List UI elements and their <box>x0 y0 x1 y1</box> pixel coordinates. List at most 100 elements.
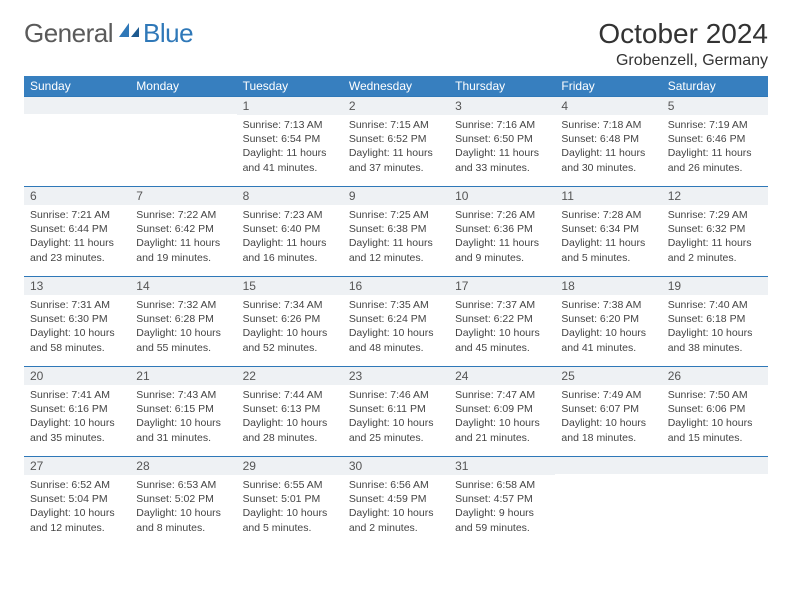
title-block: October 2024 Grobenzell, Germany <box>598 18 768 70</box>
day-content: Sunrise: 7:40 AMSunset: 6:18 PMDaylight:… <box>662 295 768 359</box>
day-content <box>662 474 768 481</box>
calendar-cell: 4Sunrise: 7:18 AMSunset: 6:48 PMDaylight… <box>555 96 661 186</box>
day-content: Sunrise: 7:34 AMSunset: 6:26 PMDaylight:… <box>237 295 343 359</box>
sunset-line: Sunset: 6:38 PM <box>349 222 443 236</box>
calendar-cell <box>24 96 130 186</box>
sunset-line: Sunset: 6:54 PM <box>243 132 337 146</box>
page: General Blue October 2024 Grobenzell, Ge… <box>0 0 792 612</box>
daylight-line: Daylight: 10 hours and 18 minutes. <box>561 416 655 444</box>
day-number: 25 <box>555 366 661 385</box>
day-content: Sunrise: 7:28 AMSunset: 6:34 PMDaylight:… <box>555 205 661 269</box>
calendar-cell: 14Sunrise: 7:32 AMSunset: 6:28 PMDayligh… <box>130 276 236 366</box>
sunset-line: Sunset: 6:42 PM <box>136 222 230 236</box>
calendar-cell: 30Sunrise: 6:56 AMSunset: 4:59 PMDayligh… <box>343 456 449 546</box>
sunrise-line: Sunrise: 7:50 AM <box>668 388 762 402</box>
sunrise-line: Sunrise: 7:49 AM <box>561 388 655 402</box>
logo-text-blue: Blue <box>143 18 193 49</box>
day-number: 3 <box>449 96 555 115</box>
day-content: Sunrise: 7:29 AMSunset: 6:32 PMDaylight:… <box>662 205 768 269</box>
sunrise-line: Sunrise: 7:46 AM <box>349 388 443 402</box>
daylight-line: Daylight: 11 hours and 19 minutes. <box>136 236 230 264</box>
day-number: 14 <box>130 276 236 295</box>
day-number <box>555 456 661 474</box>
daylight-line: Daylight: 11 hours and 23 minutes. <box>30 236 124 264</box>
calendar-cell: 3Sunrise: 7:16 AMSunset: 6:50 PMDaylight… <box>449 96 555 186</box>
sunrise-line: Sunrise: 7:19 AM <box>668 118 762 132</box>
daylight-line: Daylight: 10 hours and 15 minutes. <box>668 416 762 444</box>
day-content: Sunrise: 7:44 AMSunset: 6:13 PMDaylight:… <box>237 385 343 449</box>
calendar-cell: 22Sunrise: 7:44 AMSunset: 6:13 PMDayligh… <box>237 366 343 456</box>
sunset-line: Sunset: 6:20 PM <box>561 312 655 326</box>
calendar-cell: 11Sunrise: 7:28 AMSunset: 6:34 PMDayligh… <box>555 186 661 276</box>
sunset-line: Sunset: 6:11 PM <box>349 402 443 416</box>
calendar-cell: 18Sunrise: 7:38 AMSunset: 6:20 PMDayligh… <box>555 276 661 366</box>
day-number: 10 <box>449 186 555 205</box>
logo-sail-icon <box>117 15 141 46</box>
daylight-line: Daylight: 10 hours and 55 minutes. <box>136 326 230 354</box>
day-content: Sunrise: 7:31 AMSunset: 6:30 PMDaylight:… <box>24 295 130 359</box>
weekday-header: Thursday <box>449 76 555 96</box>
calendar-cell: 31Sunrise: 6:58 AMSunset: 4:57 PMDayligh… <box>449 456 555 546</box>
calendar-cell: 26Sunrise: 7:50 AMSunset: 6:06 PMDayligh… <box>662 366 768 456</box>
day-content: Sunrise: 6:56 AMSunset: 4:59 PMDaylight:… <box>343 475 449 539</box>
sunset-line: Sunset: 6:26 PM <box>243 312 337 326</box>
calendar-cell: 29Sunrise: 6:55 AMSunset: 5:01 PMDayligh… <box>237 456 343 546</box>
day-number: 30 <box>343 456 449 475</box>
calendar-week-row: 1Sunrise: 7:13 AMSunset: 6:54 PMDaylight… <box>24 96 768 186</box>
sunset-line: Sunset: 6:06 PM <box>668 402 762 416</box>
calendar-cell: 5Sunrise: 7:19 AMSunset: 6:46 PMDaylight… <box>662 96 768 186</box>
day-content: Sunrise: 7:15 AMSunset: 6:52 PMDaylight:… <box>343 115 449 179</box>
sunset-line: Sunset: 5:02 PM <box>136 492 230 506</box>
weekday-header: Sunday <box>24 76 130 96</box>
sunrise-line: Sunrise: 7:15 AM <box>349 118 443 132</box>
sunset-line: Sunset: 6:07 PM <box>561 402 655 416</box>
day-content: Sunrise: 7:23 AMSunset: 6:40 PMDaylight:… <box>237 205 343 269</box>
day-number: 21 <box>130 366 236 385</box>
calendar-cell: 21Sunrise: 7:43 AMSunset: 6:15 PMDayligh… <box>130 366 236 456</box>
daylight-line: Daylight: 11 hours and 41 minutes. <box>243 146 337 174</box>
day-content: Sunrise: 6:52 AMSunset: 5:04 PMDaylight:… <box>24 475 130 539</box>
day-content <box>130 114 236 121</box>
weekday-header: Friday <box>555 76 661 96</box>
calendar-cell <box>662 456 768 546</box>
calendar-cell: 28Sunrise: 6:53 AMSunset: 5:02 PMDayligh… <box>130 456 236 546</box>
daylight-line: Daylight: 10 hours and 38 minutes. <box>668 326 762 354</box>
day-number <box>24 96 130 114</box>
day-number: 18 <box>555 276 661 295</box>
calendar-cell: 8Sunrise: 7:23 AMSunset: 6:40 PMDaylight… <box>237 186 343 276</box>
day-number: 9 <box>343 186 449 205</box>
calendar-cell: 16Sunrise: 7:35 AMSunset: 6:24 PMDayligh… <box>343 276 449 366</box>
daylight-line: Daylight: 10 hours and 2 minutes. <box>349 506 443 534</box>
day-content: Sunrise: 7:38 AMSunset: 6:20 PMDaylight:… <box>555 295 661 359</box>
calendar-week-row: 20Sunrise: 7:41 AMSunset: 6:16 PMDayligh… <box>24 366 768 456</box>
day-number: 16 <box>343 276 449 295</box>
daylight-line: Daylight: 10 hours and 25 minutes. <box>349 416 443 444</box>
calendar-header-row: Sunday Monday Tuesday Wednesday Thursday… <box>24 76 768 96</box>
day-content: Sunrise: 7:41 AMSunset: 6:16 PMDaylight:… <box>24 385 130 449</box>
day-number: 6 <box>24 186 130 205</box>
day-number: 11 <box>555 186 661 205</box>
calendar-cell: 10Sunrise: 7:26 AMSunset: 6:36 PMDayligh… <box>449 186 555 276</box>
day-number: 15 <box>237 276 343 295</box>
day-content: Sunrise: 7:49 AMSunset: 6:07 PMDaylight:… <box>555 385 661 449</box>
day-content: Sunrise: 7:32 AMSunset: 6:28 PMDaylight:… <box>130 295 236 359</box>
daylight-line: Daylight: 9 hours and 59 minutes. <box>455 506 549 534</box>
calendar-cell: 24Sunrise: 7:47 AMSunset: 6:09 PMDayligh… <box>449 366 555 456</box>
day-content <box>24 114 130 121</box>
day-number: 29 <box>237 456 343 475</box>
sunset-line: Sunset: 6:36 PM <box>455 222 549 236</box>
calendar-cell: 13Sunrise: 7:31 AMSunset: 6:30 PMDayligh… <box>24 276 130 366</box>
day-number: 31 <box>449 456 555 475</box>
day-number: 7 <box>130 186 236 205</box>
day-number: 24 <box>449 366 555 385</box>
sunrise-line: Sunrise: 7:41 AM <box>30 388 124 402</box>
day-number <box>130 96 236 114</box>
day-content: Sunrise: 7:37 AMSunset: 6:22 PMDaylight:… <box>449 295 555 359</box>
daylight-line: Daylight: 11 hours and 33 minutes. <box>455 146 549 174</box>
day-number: 12 <box>662 186 768 205</box>
daylight-line: Daylight: 10 hours and 45 minutes. <box>455 326 549 354</box>
calendar-cell: 9Sunrise: 7:25 AMSunset: 6:38 PMDaylight… <box>343 186 449 276</box>
daylight-line: Daylight: 11 hours and 5 minutes. <box>561 236 655 264</box>
sunset-line: Sunset: 4:57 PM <box>455 492 549 506</box>
location: Grobenzell, Germany <box>598 52 768 70</box>
